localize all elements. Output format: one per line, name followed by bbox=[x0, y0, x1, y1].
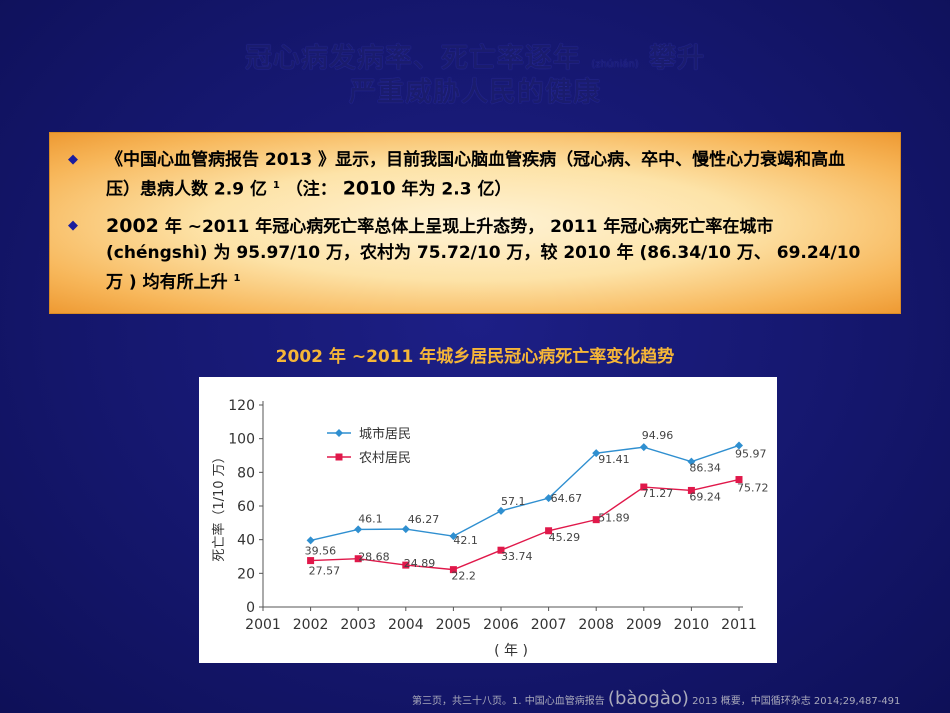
data-label: 46.1 bbox=[358, 512, 383, 525]
x-tick-label: 2004 bbox=[388, 617, 424, 633]
x-tick-label: 2009 bbox=[626, 617, 662, 633]
title-pinyin: (zhúnián) bbox=[591, 59, 639, 70]
data-label: 69.24 bbox=[689, 490, 721, 503]
data-label: 42.1 bbox=[453, 534, 478, 547]
y-tick-label: 0 bbox=[246, 600, 255, 616]
legend-marker-square-icon bbox=[335, 453, 343, 461]
footer-text-a: 第三页，共三十八页。1. 中国心血管病报告 bbox=[412, 696, 605, 707]
x-tick-label: 2010 bbox=[674, 617, 710, 633]
data-label: 75.72 bbox=[737, 482, 769, 495]
slide-title-line1: 冠心病发病率、死亡率逐年 (zhúnián) 攀升 bbox=[0, 36, 950, 75]
bullet-1-footnote: 1 bbox=[272, 180, 280, 191]
y-tick-label: 80 bbox=[237, 465, 255, 481]
slide-title-line2: 严重威胁人民的健康 bbox=[349, 77, 601, 108]
title-text-b: 攀升 bbox=[649, 43, 706, 74]
series-line-urban bbox=[310, 444, 740, 542]
data-label: 86.34 bbox=[689, 462, 721, 475]
data-point-rural bbox=[592, 516, 600, 524]
data-label: 95.97 bbox=[735, 447, 767, 460]
line-chart: 0 20 40 60 80 100 120 2001 2002 2003 2004 2005 2006 2… bbox=[211, 398, 769, 659]
diamond-bullet-icon: ◆ bbox=[68, 152, 78, 167]
data-point-urban bbox=[354, 525, 363, 534]
bullet-1-text: 《中国心血管病报告 2013 》显示，目前我国心脑血管疾病（冠心病、卒中、慢性心… bbox=[106, 150, 846, 200]
data-point-urban bbox=[639, 443, 648, 452]
data-point-rural bbox=[735, 476, 743, 484]
data-label: 33.74 bbox=[501, 550, 533, 563]
data-point-rural bbox=[497, 546, 505, 554]
data-label: 24.89 bbox=[404, 557, 436, 570]
bullet-item-2: ◆ 2002 年 ~2011 年冠心病死亡率总体上呈现上升态势， 2011 年冠… bbox=[68, 213, 870, 296]
x-tick-label: 2002 bbox=[293, 617, 329, 633]
y-tick-label: 40 bbox=[237, 533, 255, 549]
data-point-urban bbox=[544, 494, 553, 503]
data-label: 27.57 bbox=[309, 565, 341, 578]
data-label: 71.27 bbox=[642, 487, 674, 500]
data-label: 45.29 bbox=[549, 531, 581, 544]
data-point-urban bbox=[401, 525, 410, 534]
y-tick-label: 120 bbox=[228, 398, 255, 414]
bullet-2-year: 2002 bbox=[106, 214, 159, 237]
diamond-bullet-icon: ◆ bbox=[68, 217, 78, 233]
data-point-rural bbox=[687, 486, 695, 494]
y-tick-label: 20 bbox=[237, 566, 255, 582]
data-label: 94.96 bbox=[642, 429, 674, 442]
title-text-a: 冠心病发病率、死亡率逐年 bbox=[244, 43, 581, 74]
legend-label: 农村居民 bbox=[359, 451, 411, 466]
chart-title: 2002 年 ~2011 年城乡居民冠心病死亡率变化趋势 bbox=[275, 347, 675, 367]
data-point-rural bbox=[545, 527, 553, 535]
data-label: 39.56 bbox=[305, 544, 337, 557]
x-tick-label: 2005 bbox=[436, 617, 472, 633]
series-line-rural bbox=[310, 478, 740, 571]
legend-marker-diamond-icon bbox=[335, 429, 343, 437]
x-axis-label: ( 年 ) bbox=[494, 643, 528, 659]
summary-box: ◆ 《中国心血管病报告 2013 》显示，目前我国心脑血管疾病（冠心病、卒中、慢… bbox=[49, 132, 901, 314]
data-label: 28.68 bbox=[358, 551, 390, 564]
x-tick-label: 2008 bbox=[578, 617, 614, 633]
y-tick-label: 100 bbox=[228, 432, 255, 448]
bullet-2-footnote: 1 bbox=[233, 272, 241, 284]
data-point-urban bbox=[449, 532, 458, 541]
data-label: 51.89 bbox=[598, 512, 630, 525]
bullet-item-1: ◆ 《中国心血管病报告 2013 》显示，目前我国心脑血管疾病（冠心病、卒中、慢… bbox=[68, 147, 870, 203]
bullet-1-year: 2010 bbox=[342, 177, 396, 200]
data-point-rural bbox=[640, 483, 648, 491]
data-point-urban bbox=[735, 441, 743, 450]
data-point-urban bbox=[592, 449, 601, 458]
x-tick-label: 2003 bbox=[340, 617, 376, 633]
x-tick-label: 2001 bbox=[245, 617, 281, 633]
data-point-urban bbox=[306, 536, 315, 545]
data-point-rural bbox=[449, 566, 457, 574]
y-axis-label: 死亡率（1/10 万） bbox=[211, 450, 227, 561]
x-tick-label: 2011 bbox=[721, 617, 757, 633]
y-tick-label: 60 bbox=[237, 499, 255, 515]
footer-text-b: 2013 概要，中国循环杂志 2014;29,487-491 bbox=[692, 696, 901, 707]
bullet-1-note: （注： bbox=[285, 179, 337, 200]
chart-panel: 0 20 40 60 80 100 120 2001 2002 2003 2004 2005 2006 2… bbox=[199, 377, 777, 663]
data-point-rural bbox=[354, 555, 362, 563]
bullet-1-tail: 年为 2.3 亿） bbox=[401, 179, 512, 200]
bullet-2-text: 年 ~2011 年冠心病死亡率总体上呈现上升态势， 2011 年冠心病死亡率在城… bbox=[106, 216, 861, 293]
data-point-rural bbox=[307, 557, 315, 565]
data-label: 64.67 bbox=[551, 492, 583, 505]
data-label: 91.41 bbox=[598, 453, 630, 466]
data-label: 46.27 bbox=[408, 513, 440, 526]
data-label: 22.2 bbox=[451, 570, 476, 583]
legend-label: 城市居民 bbox=[359, 426, 411, 442]
data-point-urban bbox=[687, 457, 696, 466]
data-point-rural bbox=[402, 561, 410, 569]
data-point-urban bbox=[497, 506, 505, 515]
x-tick-label: 2007 bbox=[531, 617, 567, 633]
footer-reference: 第三页，共三十八页。1. 中国心血管病报告 (bàogào) 2013 概要，中… bbox=[412, 688, 900, 709]
footer-pinyin: (bàogào) bbox=[607, 688, 689, 709]
x-tick-label: 2006 bbox=[483, 617, 519, 633]
data-label: 57.1 bbox=[501, 495, 526, 508]
